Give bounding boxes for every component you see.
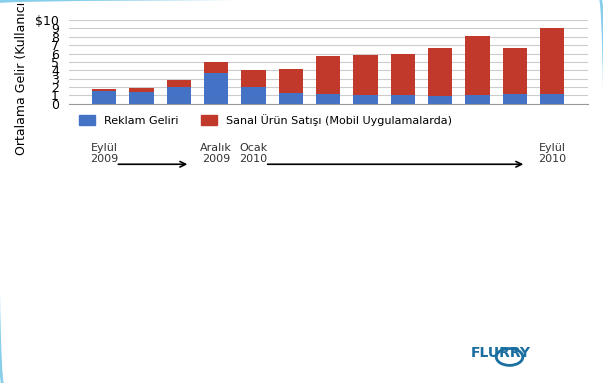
- Bar: [353, 95, 377, 104]
- Text: Eylül
2009: Eylül 2009: [90, 143, 118, 164]
- Bar: [241, 70, 266, 87]
- Bar: [204, 62, 229, 73]
- Bar: [167, 80, 191, 87]
- Text: Ocak
2010: Ocak 2010: [239, 143, 268, 164]
- Bar: [503, 47, 527, 94]
- Bar: [466, 36, 490, 95]
- Bar: [391, 95, 415, 104]
- Bar: [167, 87, 191, 104]
- Legend: Reklam Geliri, Sanal Ürün Satışı (Mobil Uygulamalarda): Reklam Geliri, Sanal Ürün Satışı (Mobil …: [74, 110, 457, 130]
- Bar: [316, 56, 341, 94]
- Y-axis label: Ortalama Gelir (Kullanıcı / Ay): Ortalama Gelir (Kullanıcı / Ay): [15, 0, 28, 155]
- Bar: [92, 89, 116, 91]
- Text: Aralık
2009: Aralık 2009: [200, 143, 232, 164]
- Text: FLURRY: FLURRY: [470, 346, 531, 360]
- Bar: [466, 95, 490, 104]
- Bar: [92, 91, 116, 104]
- Bar: [391, 54, 415, 95]
- Bar: [316, 94, 341, 104]
- Bar: [503, 94, 527, 104]
- Bar: [540, 94, 564, 104]
- Bar: [130, 88, 154, 92]
- Bar: [279, 69, 303, 93]
- Text: Eylül
2010: Eylül 2010: [538, 143, 566, 164]
- Bar: [353, 55, 377, 95]
- Bar: [130, 92, 154, 104]
- Bar: [540, 28, 564, 94]
- Bar: [279, 93, 303, 104]
- Bar: [428, 47, 452, 97]
- Bar: [241, 87, 266, 104]
- Bar: [204, 73, 229, 104]
- Bar: [428, 97, 452, 104]
